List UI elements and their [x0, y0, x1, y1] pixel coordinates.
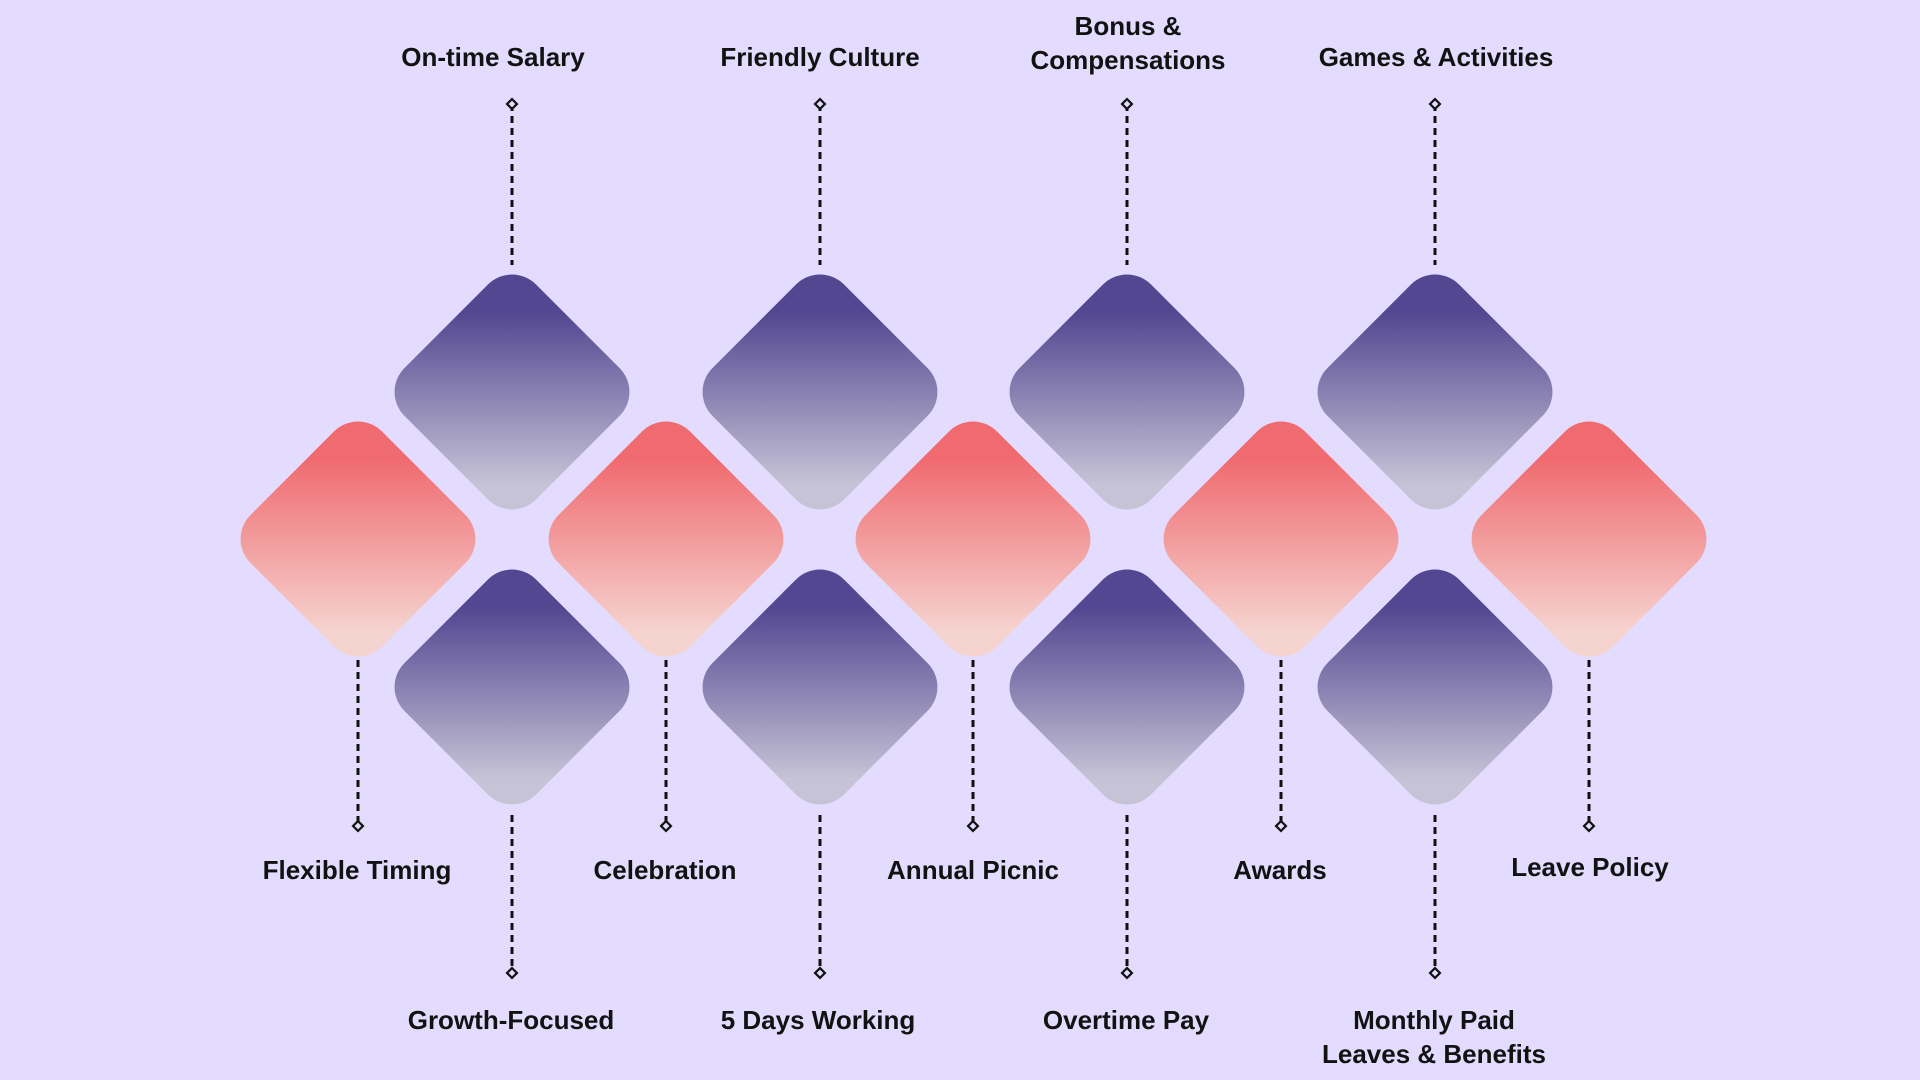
diamond-middle-flexible-timing: [240, 421, 476, 657]
diamond-middle-annual-picnic: [855, 421, 1091, 657]
label-bonus-compensations: Bonus & Compensations: [1030, 11, 1226, 75]
diamond-middle-leave-policy: [1471, 421, 1707, 657]
label-on-time-salary: On-time Salary: [401, 42, 585, 72]
label-flexible-timing: Flexible Timing: [262, 855, 452, 885]
connector-bottom-overtime-pay-marker-icon: [1120, 966, 1134, 980]
label-friendly-culture: Friendly Culture: [720, 42, 920, 72]
label-leave-policy: Leave Policy: [1511, 852, 1669, 882]
label-games-activities: Games & Activities: [1318, 42, 1554, 72]
diamond-tiles: [240, 274, 1707, 805]
connector-bottom-growth-focused-marker-icon: [505, 966, 519, 980]
label-growth-focused: Growth-Focused: [407, 1005, 615, 1035]
diamond-middle-celebration: [548, 421, 784, 657]
label-annual-picnic: Annual Picnic: [887, 855, 1059, 885]
diamond-bottom-growth-focused: [394, 569, 630, 805]
connector-mid-celebration-marker-icon: [659, 819, 673, 833]
connector-lines: [351, 97, 1596, 980]
connector-top-friendly-culture-marker-icon: [813, 97, 827, 111]
diamond-top-bonus-compensations: [1009, 274, 1245, 510]
connector-mid-leave-policy-marker-icon: [1582, 819, 1596, 833]
connector-top-games-activities-marker-icon: [1428, 97, 1442, 111]
diamond-bottom-overtime-pay: [1009, 569, 1245, 805]
diamond-top-friendly-culture: [702, 274, 938, 510]
label-5-days-working: 5 Days Working: [720, 1005, 916, 1035]
diamond-top-on-time-salary: [394, 274, 630, 510]
connector-mid-annual-picnic-marker-icon: [966, 819, 980, 833]
diamond-middle-awards: [1163, 421, 1399, 657]
diamond-top-games-activities: [1317, 274, 1553, 510]
diamond-bottom-monthly-paid-leaves-benefits: [1317, 569, 1553, 805]
connector-bottom-monthly-paid-leaves-benefits-marker-icon: [1428, 966, 1442, 980]
label-awards: Awards: [1233, 855, 1327, 885]
label-monthly-paid-leaves: Monthly Paid Leaves & Benefits: [1322, 1005, 1546, 1069]
connector-mid-awards-marker-icon: [1274, 819, 1288, 833]
connector-mid-flexible-timing-marker-icon: [351, 819, 365, 833]
connector-bottom-5-days-working-marker-icon: [813, 966, 827, 980]
diamond-bottom-5-days-working: [702, 569, 938, 805]
connector-top-on-time-salary-marker-icon: [505, 97, 519, 111]
connector-top-bonus-compensations-marker-icon: [1120, 97, 1134, 111]
label-overtime-pay: Overtime Pay: [1042, 1005, 1210, 1035]
label-celebration: Celebration: [593, 855, 737, 885]
